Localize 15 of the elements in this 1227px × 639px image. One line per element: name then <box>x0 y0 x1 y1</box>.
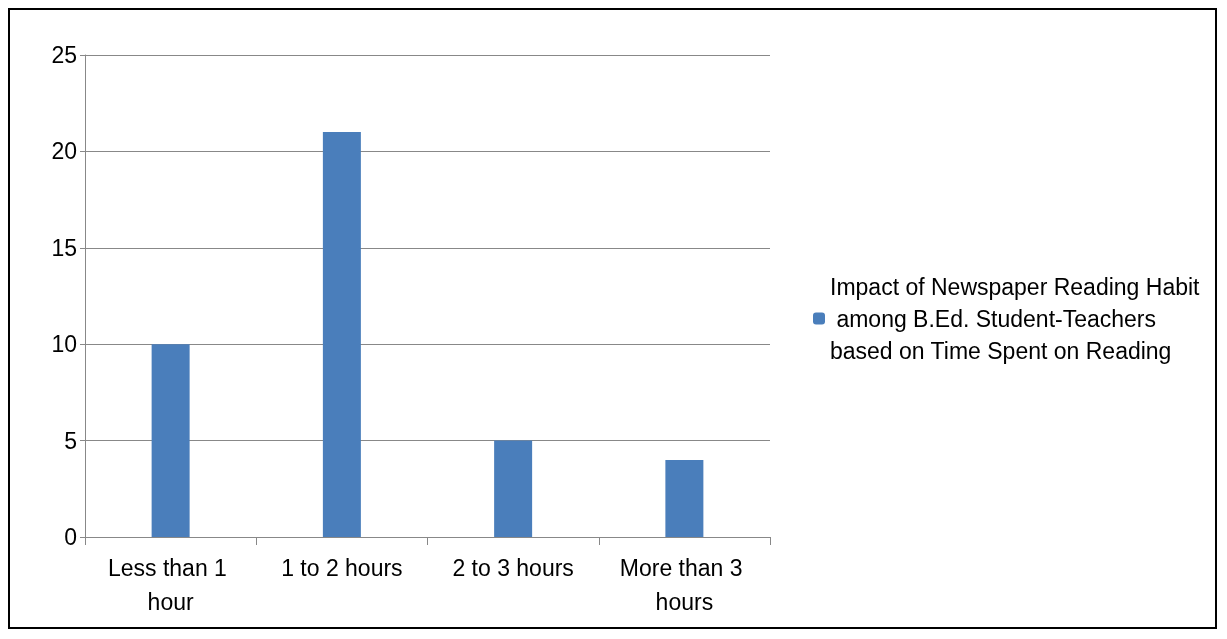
y-tick-label: 15 <box>51 234 77 261</box>
legend-label: Impact of Newspaper Reading Habit among B.Ed. Student-Teachers based on Time Spent on Reading <box>830 273 1201 364</box>
bar <box>322 132 361 537</box>
bar <box>665 459 704 537</box>
x-tick-label: 2 to 3 hours <box>452 555 574 581</box>
bar <box>151 344 190 537</box>
bar <box>494 440 533 537</box>
x-tick-label: More than 3 hours <box>619 555 749 615</box>
y-tick-label: 25 <box>51 42 77 68</box>
y-tick-label: 20 <box>51 138 77 165</box>
y-tick-label: 0 <box>64 524 77 550</box>
x-tick-label: Less than 1 hour <box>107 555 234 615</box>
y-tick-label: 10 <box>51 331 77 358</box>
x-tick-label: 1 to 2 hours <box>281 555 403 581</box>
y-tick-label: 5 <box>64 427 77 454</box>
